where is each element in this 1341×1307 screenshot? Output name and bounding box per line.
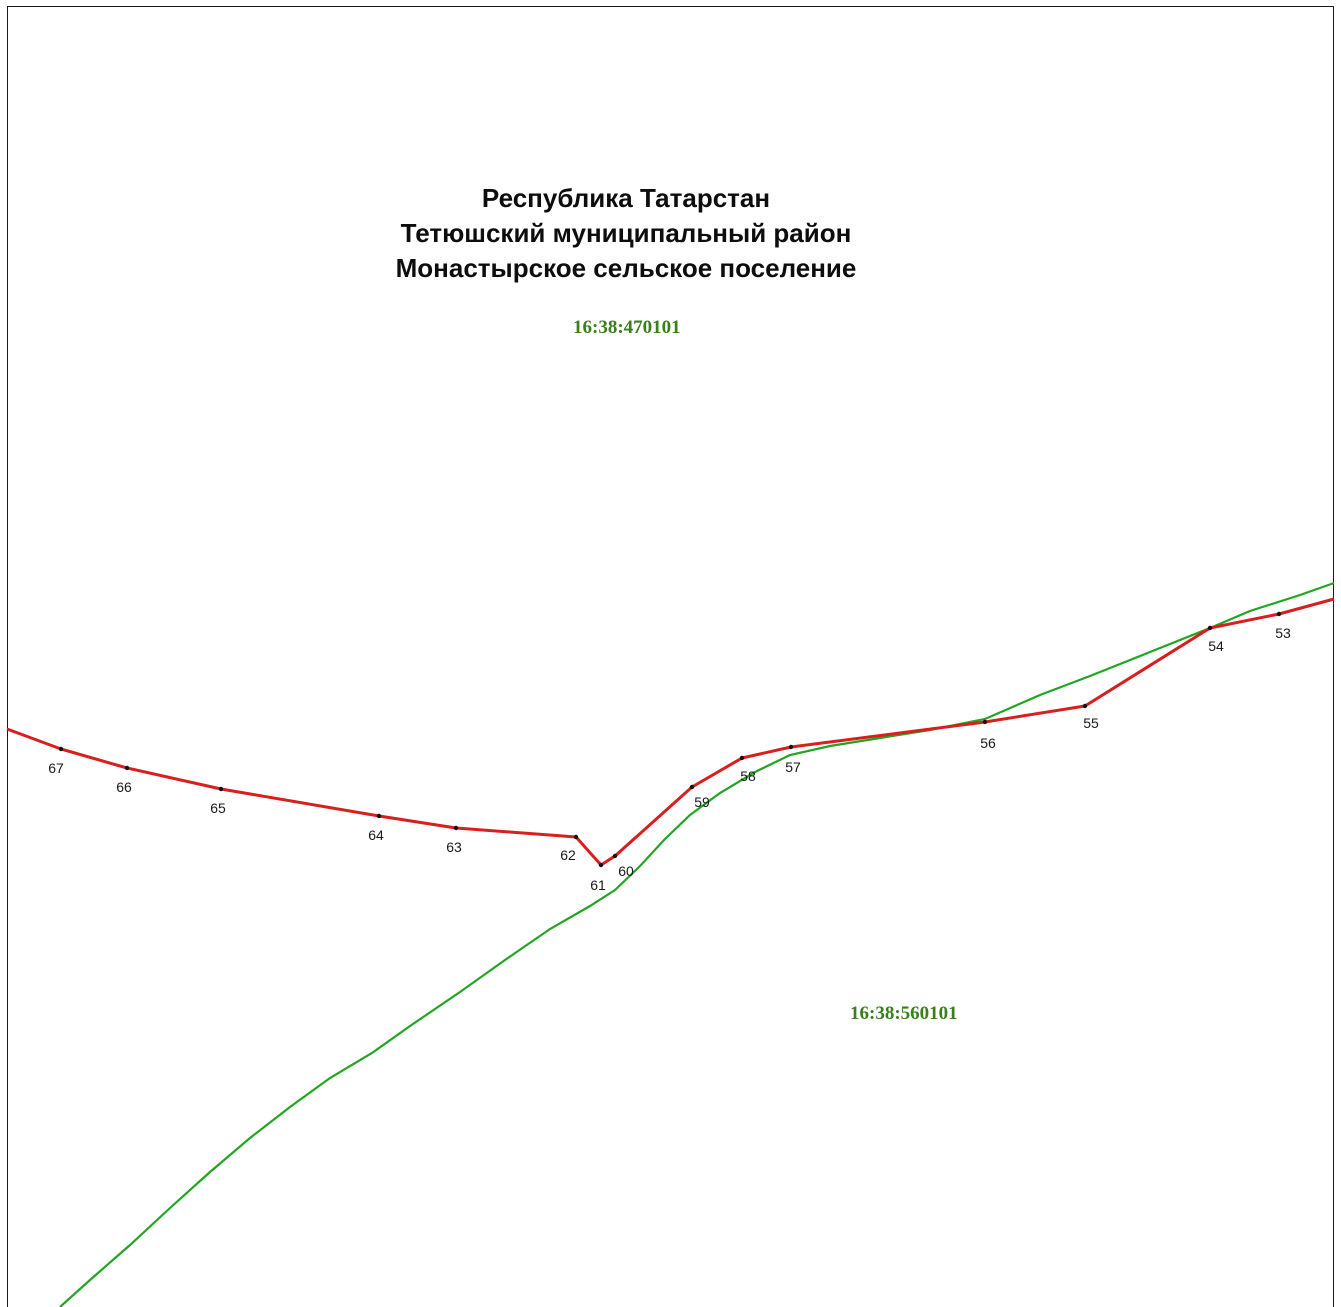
boundary-point-marker-60 (612, 853, 618, 859)
boundary-point-marker-58 (739, 755, 745, 761)
boundary-point-marker-55 (1082, 703, 1088, 709)
boundary-point-label-62: 62 (560, 847, 576, 863)
boundary-point-label-59: 59 (694, 794, 710, 810)
boundary-point-label-55: 55 (1083, 715, 1099, 731)
map-frame (7, 6, 1334, 1307)
boundary-point-marker-65 (218, 786, 224, 792)
heading-settlement: Монастырское сельское поселение (395, 253, 857, 283)
boundary-point-marker-57 (788, 744, 794, 750)
boundary-point-marker-66 (124, 765, 130, 771)
boundary-point-marker-63 (453, 825, 459, 831)
boundary-point-label-66: 66 (116, 779, 132, 795)
boundary-line-green (59, 581, 1335, 1307)
boundary-point-marker-56 (982, 719, 988, 725)
boundary-point-label-56: 56 (980, 735, 996, 751)
boundary-line-red (6, 597, 1335, 867)
boundary-point-marker-67 (58, 746, 64, 752)
cadastral-quarter-label-south: 16:38:560101 (850, 1003, 958, 1024)
boundary-point-label-54: 54 (1208, 638, 1224, 654)
heading-district: Тетюшский муниципальный район (400, 218, 852, 248)
boundary-point-label-67: 67 (48, 760, 64, 776)
boundary-point-label-60: 60 (618, 863, 634, 879)
boundary-point-label-63: 63 (446, 839, 462, 855)
cadastral-quarter-label-north: 16:38:470101 (573, 317, 681, 338)
boundary-point-label-65: 65 (210, 800, 226, 816)
boundary-point-marker-62 (573, 834, 579, 840)
boundary-point-label-61: 61 (590, 877, 606, 893)
boundary-point-marker-54 (1207, 625, 1213, 631)
boundary-point-marker-53 (1276, 611, 1282, 617)
boundary-point-marker-64 (376, 813, 382, 819)
heading-republic: Республика Татарстан (481, 183, 771, 213)
boundary-point-marker-61 (598, 862, 604, 868)
boundary-point-marker-59 (689, 784, 695, 790)
boundary-point-label-58: 58 (740, 768, 756, 784)
boundary-point-label-57: 57 (785, 759, 801, 775)
boundary-point-label-53: 53 (1275, 625, 1291, 641)
boundary-point-label-64: 64 (368, 827, 384, 843)
